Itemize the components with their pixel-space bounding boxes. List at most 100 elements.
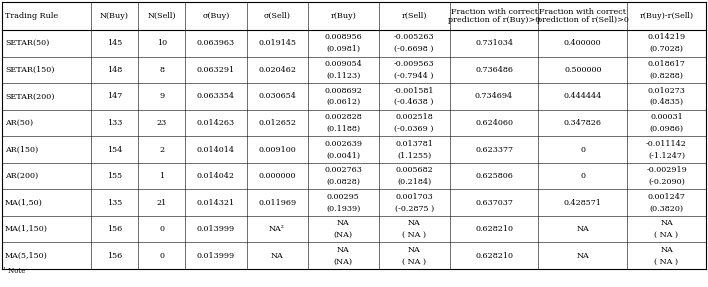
Text: (-0.2090): (-0.2090) <box>648 178 685 186</box>
Text: 145: 145 <box>107 39 122 47</box>
Text: (0.1188): (0.1188) <box>326 125 360 133</box>
Text: 0.628210: 0.628210 <box>475 225 513 233</box>
Text: 0.063354: 0.063354 <box>197 92 235 100</box>
Text: 0.347826: 0.347826 <box>564 119 602 127</box>
Text: SETAR(200): SETAR(200) <box>5 92 55 100</box>
Text: ( NA ): ( NA ) <box>402 231 426 239</box>
Text: (0.0041): (0.0041) <box>326 151 360 159</box>
Text: 0.736486: 0.736486 <box>475 66 513 74</box>
Text: 1: 1 <box>159 172 164 180</box>
Text: -0.005263: -0.005263 <box>394 34 435 41</box>
Text: 0.002518: 0.002518 <box>395 113 433 121</box>
Text: 8: 8 <box>159 66 164 74</box>
Text: r(Buy): r(Buy) <box>330 12 356 20</box>
Text: (NA): (NA) <box>333 231 353 239</box>
Text: NA: NA <box>408 246 421 254</box>
Text: 0.011969: 0.011969 <box>258 199 296 207</box>
Text: r(Buy)-r(Sell): r(Buy)-r(Sell) <box>639 12 694 20</box>
Text: 0.063963: 0.063963 <box>197 39 235 47</box>
Text: (1.1255): (1.1255) <box>397 151 431 159</box>
Text: 147: 147 <box>107 92 122 100</box>
Text: (-0.7944 ): (-0.7944 ) <box>394 72 434 80</box>
Text: 0.009054: 0.009054 <box>324 60 362 68</box>
Text: NA: NA <box>660 219 673 227</box>
Text: 0.014219: 0.014219 <box>648 34 685 41</box>
Text: N(Buy): N(Buy) <box>100 12 129 20</box>
Text: (0.0981): (0.0981) <box>326 45 360 53</box>
Text: 155: 155 <box>107 172 122 180</box>
Text: (-0.6698 ): (-0.6698 ) <box>394 45 434 53</box>
Text: ( NA ): ( NA ) <box>654 231 679 239</box>
Text: 0.628210: 0.628210 <box>475 252 513 260</box>
Text: 0.624060: 0.624060 <box>475 119 513 127</box>
Text: (-0.2875 ): (-0.2875 ) <box>394 204 434 212</box>
Text: 0.063291: 0.063291 <box>197 66 235 74</box>
Text: MA(1,150): MA(1,150) <box>5 225 48 233</box>
Text: (0.0986): (0.0986) <box>649 125 684 133</box>
Text: r(Sell): r(Sell) <box>401 12 427 20</box>
Text: 0.428571: 0.428571 <box>564 199 602 207</box>
Text: SETAR(50): SETAR(50) <box>5 39 50 47</box>
Text: N(Sell): N(Sell) <box>147 12 176 20</box>
Text: 0.00295: 0.00295 <box>327 193 360 201</box>
Text: 0.002828: 0.002828 <box>324 113 362 121</box>
Text: 0: 0 <box>581 146 586 154</box>
Text: (0.1939): (0.1939) <box>326 204 360 212</box>
Text: 0.014263: 0.014263 <box>197 119 235 127</box>
Text: 135: 135 <box>107 199 122 207</box>
Text: NA: NA <box>660 246 673 254</box>
Text: 0.008692: 0.008692 <box>324 87 362 94</box>
Text: 0.001703: 0.001703 <box>395 193 433 201</box>
Text: 0.013999: 0.013999 <box>197 225 235 233</box>
Text: MA(5,150): MA(5,150) <box>5 252 48 260</box>
Text: AR(150): AR(150) <box>5 146 38 154</box>
Text: 0.014042: 0.014042 <box>197 172 235 180</box>
Text: ( NA ): ( NA ) <box>654 257 679 265</box>
Text: 0.001247: 0.001247 <box>648 193 685 201</box>
Text: 0.623377: 0.623377 <box>475 146 513 154</box>
Text: (-1.1247): (-1.1247) <box>648 151 685 159</box>
Text: 0.002763: 0.002763 <box>324 166 362 174</box>
Text: SETAR(150): SETAR(150) <box>5 66 55 74</box>
Text: 2: 2 <box>159 146 164 154</box>
Text: (0.3820): (0.3820) <box>649 204 684 212</box>
Text: (0.7028): (0.7028) <box>649 45 683 53</box>
Text: 0.009100: 0.009100 <box>258 146 296 154</box>
Text: -0.002919: -0.002919 <box>646 166 687 174</box>
Text: (0.0612): (0.0612) <box>326 98 360 106</box>
Text: ¹ Note: ¹ Note <box>3 267 25 275</box>
Text: 154: 154 <box>107 146 122 154</box>
Text: 21: 21 <box>156 199 167 207</box>
Text: Trading Rule: Trading Rule <box>5 12 58 20</box>
Text: ( NA ): ( NA ) <box>402 257 426 265</box>
Text: NA: NA <box>337 246 350 254</box>
Text: (0.8288): (0.8288) <box>649 72 683 80</box>
Text: NA: NA <box>337 219 350 227</box>
Text: -0.011142: -0.011142 <box>646 140 687 148</box>
Text: σ(Sell): σ(Sell) <box>263 12 290 20</box>
Text: (NA): (NA) <box>333 257 353 265</box>
Text: 148: 148 <box>107 66 122 74</box>
Text: 0.625806: 0.625806 <box>475 172 513 180</box>
Text: 0.734694: 0.734694 <box>475 92 513 100</box>
Text: 0: 0 <box>581 172 586 180</box>
Text: 0.014014: 0.014014 <box>197 146 235 154</box>
Text: (0.4835): (0.4835) <box>649 98 684 106</box>
Text: 156: 156 <box>107 225 122 233</box>
Text: Fraction with correct
prediction of r(Buy)>0: Fraction with correct prediction of r(Bu… <box>448 7 540 24</box>
Text: (-0.0369 ): (-0.0369 ) <box>394 125 434 133</box>
Text: 0: 0 <box>159 225 164 233</box>
Text: 0.020462: 0.020462 <box>258 66 296 74</box>
Text: NA: NA <box>270 252 283 260</box>
Text: 156: 156 <box>107 252 122 260</box>
Text: MA(1,50): MA(1,50) <box>5 199 43 207</box>
Text: 23: 23 <box>156 119 167 127</box>
Text: NA²: NA² <box>269 225 285 233</box>
Text: 0.00031: 0.00031 <box>650 113 683 121</box>
Text: 0.005682: 0.005682 <box>395 166 433 174</box>
Text: 0.002639: 0.002639 <box>324 140 362 148</box>
Text: 133: 133 <box>107 119 122 127</box>
Text: (0.2184): (0.2184) <box>397 178 431 186</box>
Text: 0.500000: 0.500000 <box>564 66 602 74</box>
Text: -0.009563: -0.009563 <box>394 60 435 68</box>
